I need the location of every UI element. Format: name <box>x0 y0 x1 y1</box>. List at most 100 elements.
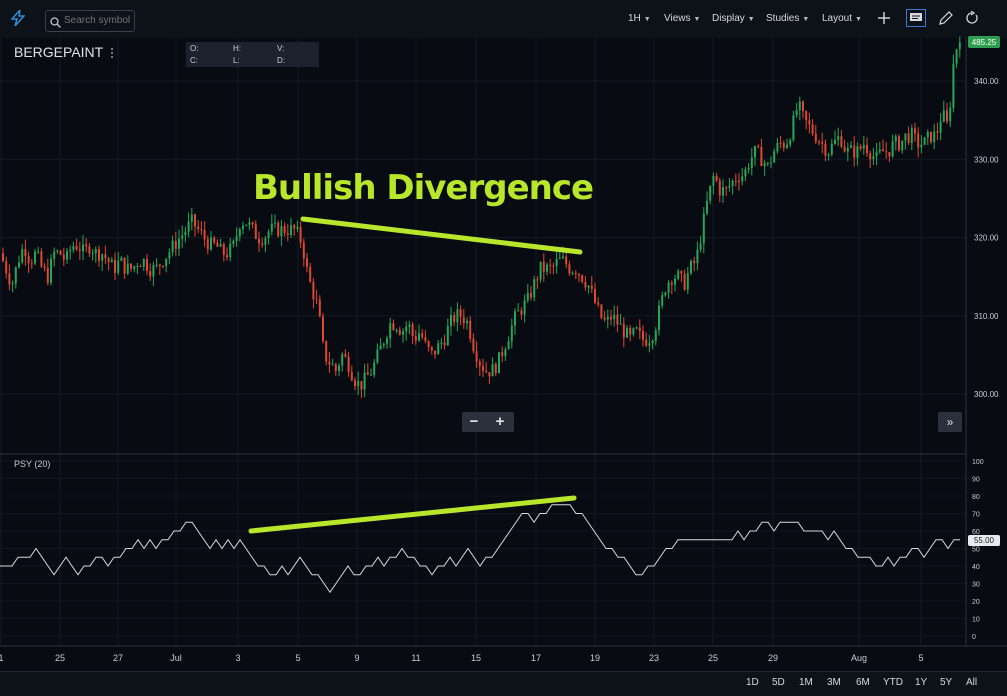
ohlc-open-label: O: <box>190 44 198 53</box>
candle-body <box>546 264 548 272</box>
candle-body <box>261 243 264 245</box>
candle-body <box>824 143 827 156</box>
candle-body <box>210 237 212 250</box>
candle-body <box>331 364 334 366</box>
candle-body <box>69 250 72 252</box>
ohlc-high-label: H: <box>233 44 241 53</box>
candle-body <box>504 349 507 357</box>
display-dropdown[interactable]: Display ▼ <box>712 13 755 24</box>
chart-area[interactable]: 1 25 27 Jul 3 5 9 11 15 17 19 23 25 29 Aug 5 300.00 310.0… <box>0 0 1007 671</box>
candle-body <box>955 49 958 64</box>
candle-body <box>130 263 132 269</box>
x-tick-label: 19 <box>590 653 600 663</box>
plus-icon[interactable] <box>877 11 891 30</box>
candle-body <box>798 101 801 111</box>
candle-body <box>373 362 376 375</box>
candle-body <box>382 343 385 346</box>
candle-body <box>443 342 446 346</box>
candle-body <box>709 185 712 201</box>
candle-body <box>174 240 177 249</box>
candle-body <box>482 366 484 371</box>
candle-body <box>277 222 280 237</box>
scroll-to-latest-button[interactable]: » <box>938 412 962 432</box>
candle-body <box>702 213 705 244</box>
candle-body <box>162 266 164 268</box>
candle-body <box>120 257 123 261</box>
candle-body <box>606 316 609 320</box>
candle-body <box>306 258 308 267</box>
range-ytd-button[interactable]: YTD <box>883 677 903 688</box>
candle-body <box>770 162 772 164</box>
price-divergence-line <box>300 216 583 255</box>
candle-body <box>235 236 238 241</box>
candle-body <box>776 142 779 152</box>
candle-body <box>462 317 465 324</box>
candle-body <box>946 110 948 122</box>
layout-dropdown[interactable]: Layout ▼ <box>822 13 862 24</box>
candle-body <box>533 279 536 298</box>
candle-body <box>280 226 283 237</box>
candle-body <box>203 230 206 240</box>
ohlc-volume-label: V: <box>277 44 284 53</box>
candle-body <box>814 133 817 142</box>
candle-body <box>344 354 347 357</box>
search-input[interactable] <box>64 11 130 29</box>
psy-line <box>0 504 960 594</box>
range-all-button[interactable]: All <box>966 677 978 688</box>
psy-tick-label: 30 <box>972 582 980 589</box>
candle-body <box>686 273 689 290</box>
studies-dropdown[interactable]: Studies ▼ <box>766 13 809 24</box>
candle-body <box>34 251 36 264</box>
candle-body <box>104 254 107 259</box>
candle-body <box>747 168 750 170</box>
candle-body <box>859 146 862 149</box>
interval-dropdown[interactable]: 1H ▼ <box>628 13 651 24</box>
ohlc-change-label: D: <box>277 56 285 65</box>
candle-body <box>837 136 840 141</box>
candle-body <box>914 128 916 134</box>
candle-body <box>885 151 888 153</box>
views-dropdown[interactable]: Views ▼ <box>664 13 700 24</box>
comment-icon[interactable] <box>906 9 926 32</box>
lightning-icon[interactable] <box>10 7 26 31</box>
candle-body <box>958 42 961 50</box>
candle-body <box>338 365 340 371</box>
candle-body <box>242 225 244 230</box>
ohlc-close-label: C: <box>190 56 198 65</box>
candle-body <box>584 281 587 288</box>
range-1d-button[interactable]: 1D <box>746 677 759 688</box>
candle-body <box>430 346 433 351</box>
zoom-out-button[interactable]: − <box>469 413 479 430</box>
candle-body <box>920 144 923 148</box>
psy-tick-label: 80 <box>972 494 980 501</box>
candle-body <box>856 146 859 158</box>
candle-body <box>469 320 472 339</box>
candle-body <box>309 266 312 282</box>
candle-body <box>622 323 625 338</box>
y-tick-label: 310.00 <box>974 312 999 321</box>
zoom-in-button[interactable]: + <box>495 413 505 430</box>
candle-body <box>840 136 843 147</box>
candle-body <box>187 221 190 232</box>
candle-body <box>50 258 52 283</box>
candle-body <box>670 282 673 285</box>
candle-body <box>725 187 728 189</box>
range-3m-button[interactable]: 3M <box>827 677 841 688</box>
range-1y-button[interactable]: 1Y <box>915 677 928 688</box>
reset-icon[interactable] <box>965 10 979 30</box>
candle-body <box>78 249 81 252</box>
range-5y-button[interactable]: 5Y <box>940 677 953 688</box>
pencil-icon[interactable] <box>938 11 953 31</box>
range-6m-button[interactable]: 6M <box>856 677 870 688</box>
candle-body <box>843 146 846 152</box>
candle-body <box>677 271 680 279</box>
candle-body <box>75 246 78 250</box>
range-1m-button[interactable]: 1M <box>799 677 813 688</box>
search-box[interactable] <box>45 10 135 32</box>
candle-body <box>779 142 782 144</box>
psy-tick-label: 10 <box>972 617 980 624</box>
candle-body <box>738 181 740 183</box>
x-tick-label: 27 <box>113 653 123 663</box>
range-5d-button[interactable]: 5D <box>772 677 785 688</box>
candle-body <box>56 250 59 252</box>
